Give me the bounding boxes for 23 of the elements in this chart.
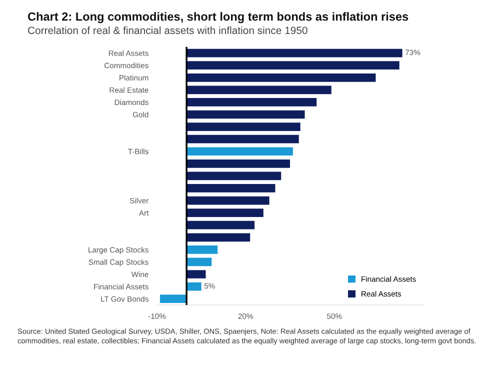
bar	[186, 110, 305, 119]
bar	[186, 258, 212, 266]
bar	[186, 246, 218, 254]
bar	[186, 233, 250, 242]
bar	[186, 73, 376, 82]
bar	[186, 86, 332, 94]
bar	[186, 270, 206, 278]
chart-subtitle: Correlation of real & financial assets with inflation since 1950	[28, 26, 308, 34]
bar	[186, 282, 202, 291]
bar	[186, 134, 299, 144]
bar	[186, 172, 282, 180]
bar	[186, 196, 270, 205]
bar	[186, 122, 300, 131]
bar	[186, 208, 264, 217]
bar	[186, 159, 290, 168]
chart-title: Chart 2: Long commodities, short long term bonds as inflation rises	[28, 12, 408, 24]
bar	[186, 147, 293, 156]
bar	[186, 61, 400, 70]
bar	[186, 98, 317, 106]
bar	[186, 184, 276, 192]
bar	[186, 48, 402, 58]
bar	[160, 294, 187, 304]
bar	[186, 220, 255, 230]
